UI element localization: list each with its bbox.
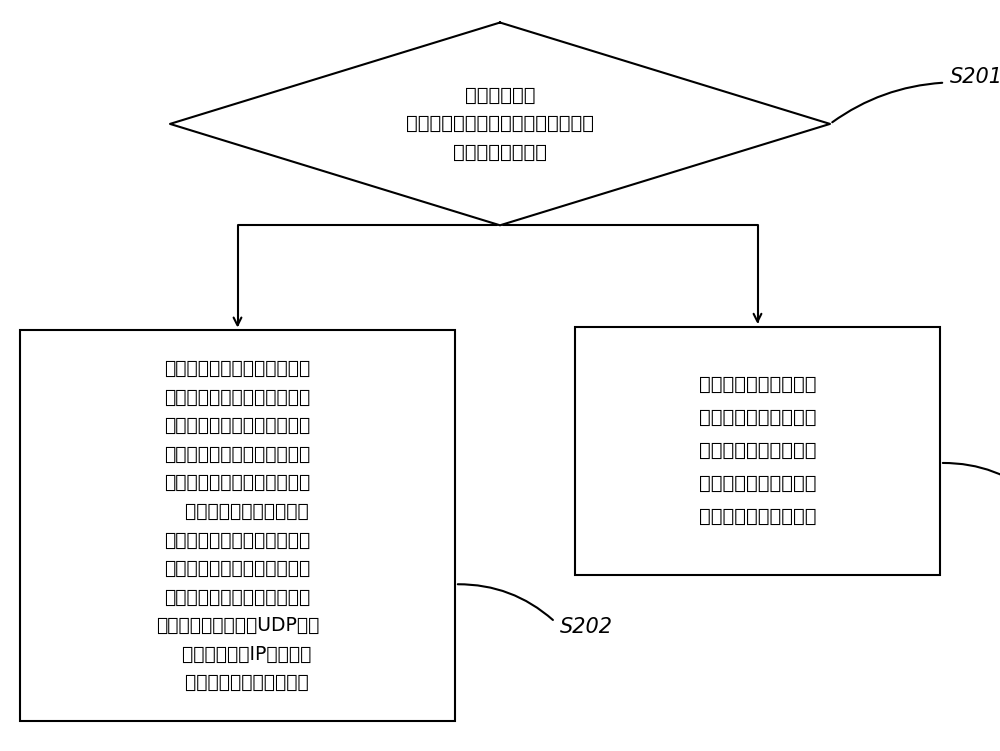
Text: 根据分包信息: 根据分包信息 [465,86,535,105]
Text: 分包下载请求IP数据报文: 分包下载请求IP数据报文 [164,644,311,664]
Text: 如果资源分包没有接收完全，: 如果资源分包没有接收完全， [164,359,311,379]
Bar [20,330,455,721]
Bar [575,327,940,575]
Text: 分包的分包信息继续生成多个: 分包的分包信息继续生成多个 [164,445,311,464]
Text: 资源分包下载任务，并将每个: 资源分包下载任务，并将每个 [164,473,311,493]
Text: 则确定未接收的资源分包的分: 则确定未接收的资源分包的分 [164,388,311,407]
Text: 终端设备的属性信息发送至加: 终端设备的属性信息发送至加 [164,530,311,550]
Text: 中的位置对资源分包进: 中的位置对资源分包进 [699,474,816,493]
Text: S201: S201 [950,68,1000,87]
Text: 行重组，得到目标资源: 行重组，得到目标资源 [699,507,816,526]
Text: ，则根据分包信息中的: ，则根据分包信息中的 [699,408,816,427]
Text: 分包是否接收完全: 分包是否接收完全 [453,143,547,162]
Text: 中的各资源分包的校验信息判断资源: 中的各资源分包的校验信息判断资源 [406,114,594,134]
Text: ，直至资源分包接收完全: ，直至资源分包接收完全 [167,673,308,692]
Text: 各资源分包在目标资源: 各资源分包在目标资源 [699,441,816,460]
Text: 备根据资源分包下载任务和属: 备根据资源分包下载任务和属 [164,587,311,607]
Text: S202: S202 [560,617,613,637]
Text: 如果资源分包接收完全: 如果资源分包接收完全 [699,375,816,394]
Text: 资源分包下载任务和请求: 资源分包下载任务和请求 [167,502,308,521]
Polygon shape [170,23,830,225]
Text: 速终端设备，以使加速终端设: 速终端设备，以使加速终端设 [164,559,311,578]
Text: 性信息向服务器发送UDP资源: 性信息向服务器发送UDP资源 [156,616,319,635]
Text: 包信息，并根据未接收的资源: 包信息，并根据未接收的资源 [164,416,311,436]
